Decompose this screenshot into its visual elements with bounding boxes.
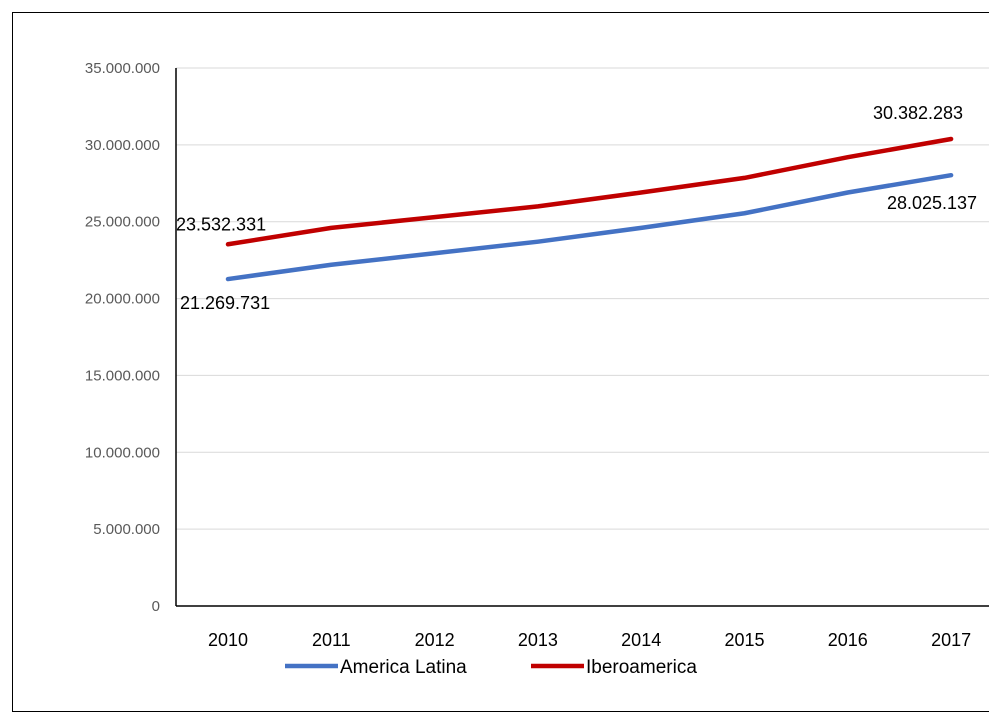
legend-label: America Latina xyxy=(340,657,467,678)
x-tick-label: 2015 xyxy=(724,630,764,650)
series-lines xyxy=(225,136,954,282)
y-tick-label: 0 xyxy=(152,598,160,615)
line-chart: 0 5.000.000 10.000.000 15.000.000 20.000.000… xyxy=(85,60,989,678)
axes xyxy=(175,68,989,607)
x-tick-label: 2014 xyxy=(621,630,661,650)
x-axis-tick-labels: 2010 2011 2012 2013 2014 2015 2016 2017 xyxy=(208,630,971,650)
y-tick-label: 5.000.000 xyxy=(93,521,160,538)
x-tick-label: 2016 xyxy=(828,630,868,650)
y-tick-label: 35.000.000 xyxy=(85,60,160,77)
data-label: 30.382.283 xyxy=(873,103,963,123)
legend: America Latina Iberoamerica xyxy=(285,657,697,678)
y-tick-label: 25.000.000 xyxy=(85,214,160,231)
gridlines xyxy=(176,67,989,530)
y-tick-label: 30.000.000 xyxy=(85,137,160,154)
series-line-iberoamerica xyxy=(225,136,954,247)
series-line-america-latina xyxy=(225,172,954,282)
data-label: 21.269.731 xyxy=(180,293,270,313)
x-tick-label: 2017 xyxy=(931,630,971,650)
x-tick-label: 2013 xyxy=(518,630,558,650)
y-tick-label: 20.000.000 xyxy=(85,291,160,308)
x-tick-label: 2011 xyxy=(312,630,351,650)
x-tick-label: 2012 xyxy=(415,630,455,650)
data-label: 28.025.137 xyxy=(887,193,977,213)
chart-frame xyxy=(12,12,989,712)
data-label: 23.532.331 xyxy=(176,214,266,234)
y-tick-label: 15.000.000 xyxy=(85,367,160,384)
legend-label: Iberoamerica xyxy=(586,657,697,678)
y-axis-tick-labels: 0 5.000.000 10.000.000 15.000.000 20.000.000… xyxy=(85,60,160,615)
y-tick-label: 10.000.000 xyxy=(85,444,160,461)
data-labels: 21.269.731 28.025.137 23.532.331 30.382.283 xyxy=(176,103,977,313)
x-tick-label: 2010 xyxy=(208,630,248,650)
